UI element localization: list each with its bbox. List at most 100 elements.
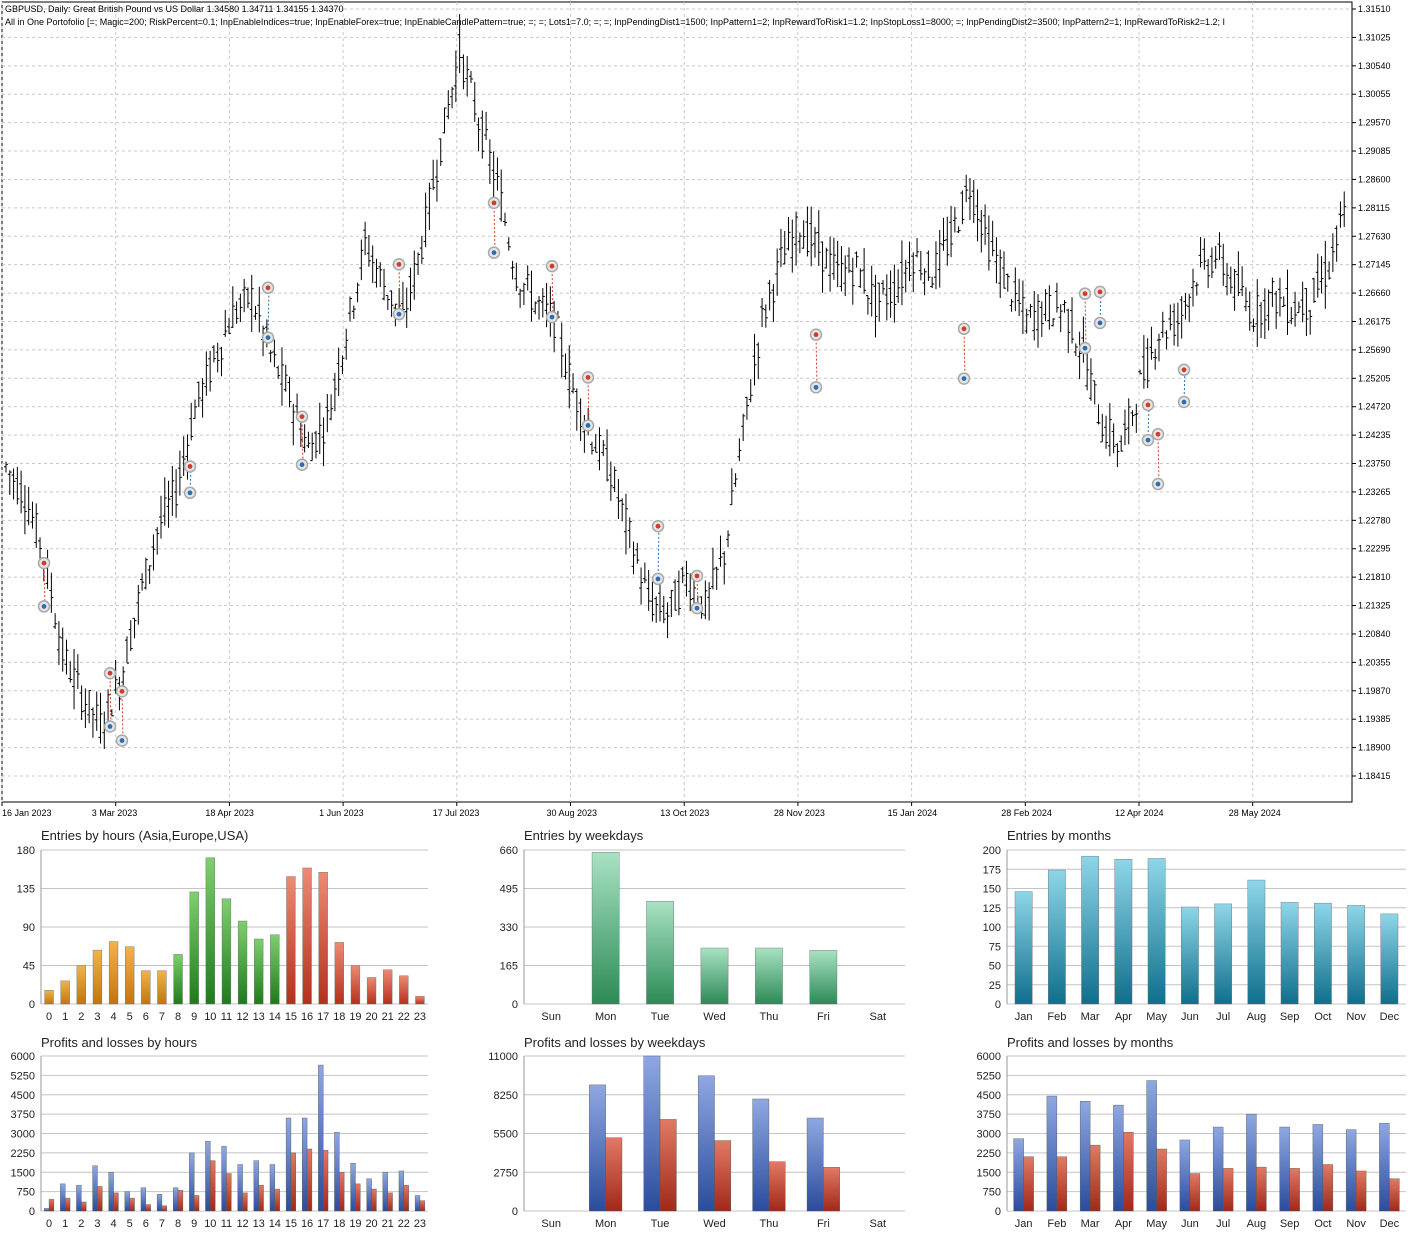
profit-bar xyxy=(382,1172,388,1212)
trade-marker-dot xyxy=(119,688,125,694)
panel-entries-months: Entries by months 0 25 50 75 100 125 150 175 200… xyxy=(966,828,1406,1028)
y-tick-label: 0 xyxy=(995,1206,1001,1218)
y-tick-label: 6000 xyxy=(977,1051,1001,1063)
bar xyxy=(383,969,393,1005)
x-tick-label: Feb xyxy=(1047,1218,1066,1230)
y-tick-label: 2250 xyxy=(11,1148,35,1160)
y-tick-label: 11000 xyxy=(488,1051,518,1063)
bar xyxy=(399,975,409,1005)
entries-weekdays-chart: 0 165 330 495 660 Sun Mon Tue Wed Thu Fri Sat xyxy=(500,845,905,1023)
time-axis-label: 12 Apr 2024 xyxy=(1115,808,1164,818)
bar xyxy=(205,857,215,1005)
price-axis-label: 1.20355 xyxy=(1358,657,1391,667)
price-axis-label: 1.23265 xyxy=(1358,487,1391,497)
x-tick-label: 16 xyxy=(301,1011,313,1023)
trade-marker-dot xyxy=(585,375,591,380)
trade-marker-dot xyxy=(1082,291,1088,297)
y-tick-label: 3750 xyxy=(11,1109,35,1121)
time-axis-label: 30 Aug 2023 xyxy=(547,808,598,818)
bar xyxy=(591,852,620,1005)
loss-bar xyxy=(1156,1148,1167,1212)
bar xyxy=(1081,855,1099,1005)
loss-bar xyxy=(1056,1156,1068,1212)
loss-bar xyxy=(387,1192,393,1212)
time-axis-label: 28 Nov 2023 xyxy=(774,808,825,818)
trade-line xyxy=(301,416,304,465)
x-tick-label: Jun xyxy=(1181,1011,1199,1023)
profit-bar xyxy=(752,1098,770,1212)
bar xyxy=(173,954,183,1005)
panel-title: Entries by weekdays xyxy=(524,828,644,843)
x-tick-label: Sat xyxy=(870,1011,887,1023)
profit-bar xyxy=(269,1164,276,1212)
bar xyxy=(646,901,674,1005)
x-tick-label: 5 xyxy=(127,1011,133,1023)
loss-bar xyxy=(1089,1144,1101,1212)
x-tick-label: Sep xyxy=(1280,1218,1300,1230)
trade-marker-dot xyxy=(265,335,271,340)
loss-bar xyxy=(1123,1132,1134,1212)
price-axis-label: 1.25690 xyxy=(1358,345,1391,355)
x-tick-label: Sep xyxy=(1280,1011,1300,1023)
y-tick-label: 0 xyxy=(995,999,1001,1011)
y-tick-label: 45 xyxy=(23,961,35,973)
x-tick-label: 17 xyxy=(317,1011,329,1023)
y-tick-label: 5500 xyxy=(494,1129,518,1141)
profit-bar xyxy=(44,1208,50,1212)
profit-bar xyxy=(589,1084,606,1212)
loss-bar xyxy=(177,1190,184,1212)
y-tick-label: 50 xyxy=(989,961,1001,973)
price-axis-label: 1.18415 xyxy=(1358,771,1391,781)
trade-marker-dot xyxy=(1097,320,1103,326)
trade-line xyxy=(815,334,818,388)
trade-marker-dot xyxy=(491,200,497,206)
bar xyxy=(334,942,344,1005)
x-tick-label: 9 xyxy=(191,1011,197,1023)
profit-bar xyxy=(334,1132,340,1212)
loss-bar xyxy=(1322,1164,1334,1212)
y-tick-label: 165 xyxy=(500,961,518,973)
y-tick-label: 330 xyxy=(500,922,518,934)
bar xyxy=(1380,913,1399,1005)
price-axis-label: 1.31510 xyxy=(1358,4,1391,14)
loss-bar xyxy=(48,1199,55,1212)
trade-marker-dot xyxy=(107,724,113,729)
x-tick-label: Aug xyxy=(1247,1011,1267,1023)
x-tick-label: Fri xyxy=(817,1011,830,1023)
bar xyxy=(141,970,151,1005)
loss-bar xyxy=(1389,1178,1400,1212)
y-tick-label: 4500 xyxy=(11,1090,35,1102)
x-tick-label: Aug xyxy=(1247,1218,1267,1230)
trade-marker-dot xyxy=(265,285,271,291)
profit-bar xyxy=(302,1117,308,1212)
y-tick-label: 175 xyxy=(983,864,1001,876)
y-tick-label: 1500 xyxy=(977,1167,1001,1179)
price-chart[interactable]: 1.31510 1.31025 1.30540 1.30055 1.29570 1.290… xyxy=(0,0,1408,822)
trade-marker-dot xyxy=(119,738,125,743)
chart-frame xyxy=(1,1,1353,803)
loss-bar xyxy=(1355,1170,1367,1212)
loss-bar xyxy=(145,1204,151,1212)
x-tick-label: Dec xyxy=(1380,1218,1400,1230)
x-tick-label: Mon xyxy=(595,1011,616,1023)
y-tick-label: 90 xyxy=(23,922,35,934)
profit-bar xyxy=(1279,1126,1290,1212)
pl-months-chart: 0 750 1500 2250 3000 3750 4500 5250 6000 Jan Feb Ma… xyxy=(977,1051,1406,1230)
x-tick-label: Sat xyxy=(870,1218,887,1230)
y-tick-label: 0 xyxy=(512,1206,518,1218)
time-axis-label: 17 Jul 2023 xyxy=(433,808,480,818)
x-tick-label: Jun xyxy=(1181,1218,1199,1230)
trade-marker-dot xyxy=(491,250,497,256)
x-tick-label: 12 xyxy=(236,1011,248,1023)
x-tick-label: Wed xyxy=(703,1011,725,1023)
y-tick-label: 1500 xyxy=(11,1167,35,1179)
time-axis-label: 16 Jan 2023 xyxy=(2,808,52,818)
x-tick-label: 17 xyxy=(317,1218,329,1230)
x-tick-label: 16 xyxy=(301,1218,313,1230)
panel-pl-months: Profits and losses by months 0 750 1500 225… xyxy=(966,1035,1406,1240)
bar xyxy=(1147,858,1166,1005)
candles xyxy=(4,14,1347,750)
y-tick-label: 3750 xyxy=(977,1109,1001,1121)
trade-marker-dot xyxy=(694,605,700,611)
x-tick-label: Feb xyxy=(1047,1011,1066,1023)
